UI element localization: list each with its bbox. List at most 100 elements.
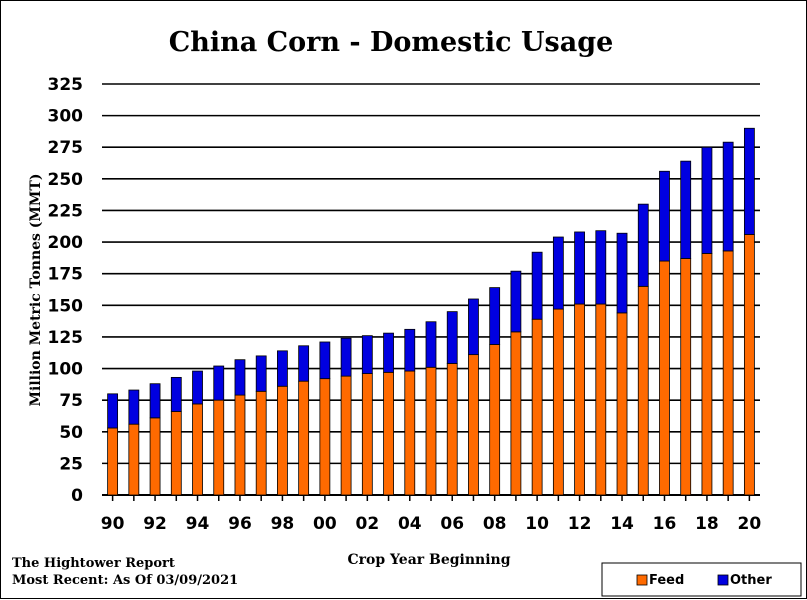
y-tick-label: 0 bbox=[71, 486, 83, 506]
y-tick-label: 275 bbox=[48, 138, 84, 158]
bar-other-15 bbox=[637, 203, 649, 287]
bar-feed-18 bbox=[701, 253, 713, 496]
bar-other-96 bbox=[234, 359, 246, 396]
bar-feed-11 bbox=[552, 308, 564, 496]
bar-other-06 bbox=[446, 311, 458, 364]
bar-other-12 bbox=[574, 231, 585, 305]
x-tick-label: 18 bbox=[695, 514, 719, 534]
bar-other-08 bbox=[489, 287, 501, 345]
bar-feed-98 bbox=[277, 385, 288, 496]
bar-other-94 bbox=[192, 370, 203, 405]
chart-title: China Corn - Domestic Usage bbox=[169, 27, 614, 58]
x-tick-label: 02 bbox=[355, 514, 379, 534]
legend: Feed Other bbox=[601, 562, 802, 597]
x-tick-label: 92 bbox=[143, 514, 167, 534]
bar-other-13 bbox=[595, 230, 607, 305]
bar-other-93 bbox=[170, 376, 182, 412]
bar-feed-04 bbox=[404, 370, 416, 496]
bar-feed-97 bbox=[255, 390, 267, 496]
bar-feed-06 bbox=[446, 363, 458, 496]
bar-feed-16 bbox=[659, 260, 670, 496]
x-tick-label: 96 bbox=[228, 514, 252, 534]
legend-swatch-feed bbox=[636, 574, 648, 586]
bar-feed-01 bbox=[340, 375, 352, 496]
x-tick-label: 16 bbox=[653, 514, 677, 534]
y-axis-ticks: 0 25 50 75 100 125 150 175 200 225 250 275 300 325 bbox=[48, 75, 84, 506]
bar-other-16 bbox=[659, 170, 670, 262]
bar-feed-14 bbox=[616, 312, 628, 496]
x-axis-label: Crop Year Beginning bbox=[347, 552, 510, 568]
x-tick-label: 98 bbox=[271, 514, 295, 534]
x-tick-label: 90 bbox=[101, 514, 125, 534]
bar-other-09 bbox=[510, 270, 522, 333]
x-tick-label: 94 bbox=[186, 514, 210, 534]
footer-source: The Hightower Report bbox=[12, 556, 175, 571]
footer-date: Most Recent: As Of 03/09/2021 bbox=[12, 573, 238, 588]
x-tick-label: 14 bbox=[610, 514, 634, 534]
y-tick-label: 50 bbox=[59, 423, 83, 443]
y-tick-label: 150 bbox=[48, 296, 84, 316]
legend-label-other: Other bbox=[730, 573, 772, 588]
bar-other-02 bbox=[361, 335, 373, 374]
y-tick-label: 200 bbox=[48, 233, 84, 253]
x-axis-ticks: 90 92 94 96 98 00 02 04 06 08 10 12 14 16 18 20 bbox=[101, 495, 762, 534]
bar-other-90 bbox=[107, 393, 119, 429]
legend-label-feed: Feed bbox=[649, 573, 684, 588]
y-tick-label: 125 bbox=[48, 328, 84, 348]
bar-other-05 bbox=[425, 321, 437, 368]
bar-feed-00 bbox=[319, 378, 331, 496]
bar-feed-03 bbox=[383, 371, 394, 496]
bars bbox=[107, 127, 755, 496]
y-tick-label: 75 bbox=[59, 391, 83, 411]
bar-other-07 bbox=[468, 298, 479, 356]
bar-feed-99 bbox=[298, 380, 310, 496]
bar-other-20 bbox=[743, 127, 755, 235]
x-tick-label: 04 bbox=[398, 514, 422, 534]
bar-other-17 bbox=[680, 160, 692, 259]
x-tick-label: 10 bbox=[525, 514, 549, 534]
bar-feed-17 bbox=[680, 258, 692, 496]
bar-other-14 bbox=[616, 232, 628, 314]
y-tick-label: 25 bbox=[59, 454, 83, 474]
bar-feed-95 bbox=[213, 399, 225, 496]
bar-feed-13 bbox=[595, 303, 607, 496]
y-axis-label: Million Metric Tonnes (MMT) bbox=[28, 174, 44, 407]
bar-other-03 bbox=[383, 332, 394, 373]
bar-other-98 bbox=[277, 350, 288, 387]
y-tick-label: 325 bbox=[48, 75, 84, 95]
bar-other-95 bbox=[213, 365, 225, 401]
bar-feed-09 bbox=[510, 331, 522, 496]
bar-other-99 bbox=[298, 345, 310, 382]
bar-other-97 bbox=[255, 355, 267, 392]
x-tick-label: 06 bbox=[440, 514, 464, 534]
x-tick-label: 08 bbox=[483, 514, 507, 534]
bar-feed-05 bbox=[425, 366, 437, 496]
bar-feed-02 bbox=[361, 373, 373, 496]
y-tick-label: 250 bbox=[48, 170, 84, 190]
bar-feed-07 bbox=[468, 354, 479, 496]
y-tick-label: 300 bbox=[48, 107, 84, 127]
bar-other-00 bbox=[319, 341, 331, 380]
bar-other-10 bbox=[531, 251, 543, 320]
bar-feed-91 bbox=[128, 423, 140, 496]
bar-feed-94 bbox=[192, 403, 203, 496]
bar-other-92 bbox=[149, 383, 161, 419]
bar-feed-92 bbox=[149, 417, 161, 496]
bar-feed-10 bbox=[531, 318, 543, 496]
y-tick-label: 100 bbox=[48, 360, 84, 380]
bar-other-19 bbox=[722, 141, 734, 252]
bar-feed-93 bbox=[170, 411, 182, 496]
y-tick-label: 225 bbox=[48, 201, 84, 221]
bar-feed-90 bbox=[107, 427, 119, 496]
x-tick-label: 12 bbox=[568, 514, 592, 534]
bar-feed-15 bbox=[637, 285, 649, 496]
bar-feed-20 bbox=[743, 234, 755, 496]
x-tick-label: 00 bbox=[313, 514, 337, 534]
bar-other-91 bbox=[128, 389, 140, 425]
bar-other-04 bbox=[404, 328, 416, 372]
x-tick-label: 20 bbox=[738, 514, 762, 534]
bar-feed-08 bbox=[489, 344, 501, 496]
bar-feed-19 bbox=[722, 250, 734, 496]
bar-other-11 bbox=[552, 236, 564, 310]
